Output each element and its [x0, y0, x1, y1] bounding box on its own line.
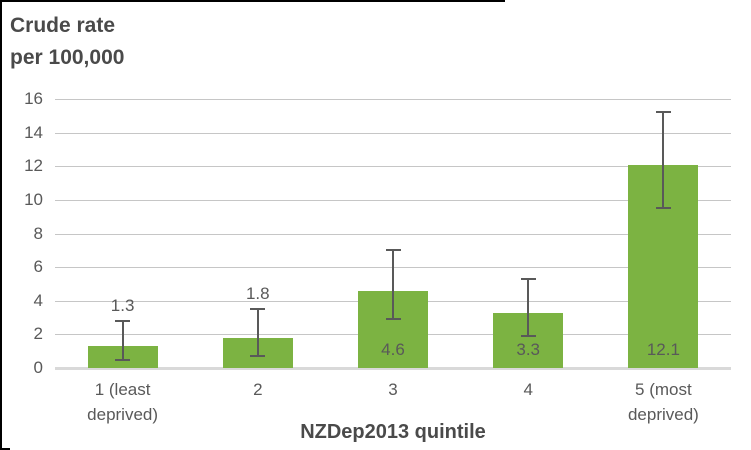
bar-value-label: 12.1	[646, 340, 680, 359]
y-tick-label: 16	[24, 89, 43, 108]
crop-border-bottom-left	[0, 448, 10, 450]
x-tick-label: 1 (least deprived)	[87, 380, 159, 424]
y-tick-label: 2	[33, 324, 43, 344]
x-tick-label: 4	[523, 380, 533, 399]
chart-title-line1: Crude rate	[10, 14, 116, 37]
y-tick-label: 14	[24, 122, 43, 142]
y-tick-label: 0	[33, 358, 43, 377]
error-bar-cap-top	[385, 249, 401, 252]
y-tick-label: 10	[24, 189, 43, 209]
gridline	[55, 132, 731, 134]
x-axis-title: NZDep2013 quintile	[300, 421, 486, 443]
x-tick-label: 5 (most deprived)	[627, 380, 699, 424]
error-bar-cap-bottom	[520, 335, 536, 338]
gridline	[55, 99, 731, 100]
chart-title-line2: per 100,000	[10, 45, 125, 69]
x-axis-baseline	[55, 367, 731, 370]
error-bar-stem	[527, 278, 530, 337]
x-tick-label: 2	[253, 380, 263, 399]
y-tick-label: 8	[33, 223, 43, 243]
crop-border-top	[0, 0, 505, 2]
y-tick-label: 6	[33, 257, 43, 277]
chart-title: Crude rate per 100,000	[10, 10, 124, 73]
y-tick-label: 12	[24, 156, 43, 176]
y-tick-label: 4	[33, 290, 43, 310]
bar-value-label: 1.3	[110, 295, 135, 315]
bar-value-label: 1.8	[245, 284, 270, 304]
x-tick-label: 3	[388, 380, 398, 399]
error-bar-cap-top	[520, 277, 536, 280]
error-bar-cap-bottom	[115, 358, 131, 361]
crop-border-left	[0, 0, 2, 450]
error-bar-stem	[121, 320, 124, 360]
error-bar-cap-bottom	[655, 207, 671, 210]
gridline	[55, 199, 731, 201]
error-bar-cap-top	[250, 308, 266, 311]
gridline	[55, 233, 731, 235]
error-bar-cap-bottom	[385, 318, 401, 321]
bar-value-label: 4.6	[381, 340, 405, 359]
error-bar-stem	[256, 309, 259, 357]
error-bar-cap-bottom	[250, 355, 266, 358]
gridline	[55, 166, 731, 168]
error-bar-cap-top	[115, 319, 131, 322]
error-bar-stem	[392, 250, 394, 320]
error-bar-cap-top	[655, 111, 671, 114]
error-bar-stem	[662, 112, 665, 209]
bar-value-label: 3.3	[516, 340, 540, 359]
